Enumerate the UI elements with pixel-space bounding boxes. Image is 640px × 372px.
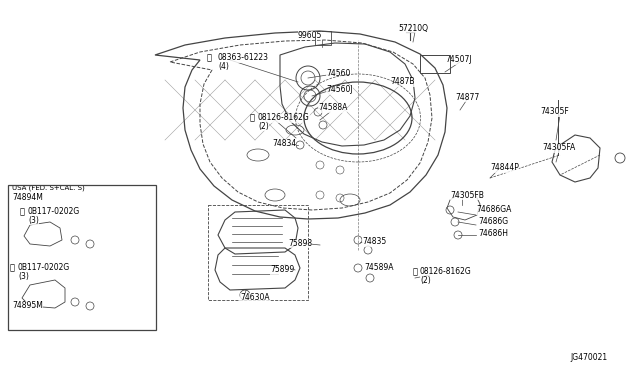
Text: 0B117-0202G: 0B117-0202G [28,208,80,217]
Text: 74305F: 74305F [540,108,569,116]
Text: 74686H: 74686H [478,228,508,237]
Text: (2): (2) [258,122,269,131]
Text: 57210Q: 57210Q [398,23,428,32]
Text: 74835: 74835 [362,237,387,247]
Text: Ⓑ: Ⓑ [413,267,417,276]
Text: 74877: 74877 [455,93,479,102]
Text: USA (FED. S+CAL. S): USA (FED. S+CAL. S) [12,185,84,191]
Bar [315,31,331,45]
Text: 74834: 74834 [272,138,296,148]
Text: 74686GA: 74686GA [476,205,511,215]
Text: (3): (3) [18,272,29,280]
Text: JG470021: JG470021 [570,353,607,362]
Text: 74894M: 74894M [12,193,43,202]
Text: (2): (2) [420,276,431,285]
Text: Ⓢ: Ⓢ [10,263,15,273]
Text: 08363-61223: 08363-61223 [218,54,269,62]
Text: 74686G: 74686G [478,218,508,227]
Text: (4): (4) [218,61,229,71]
Text: 74895M: 74895M [12,301,43,310]
Text: 99605: 99605 [298,31,323,39]
Text: 74589A: 74589A [364,263,394,272]
Text: Ⓢ: Ⓢ [207,54,211,62]
Text: 74560: 74560 [326,68,350,77]
Text: 74305FB: 74305FB [450,190,484,199]
Text: 74630A: 74630A [240,292,269,301]
Text: 75899: 75899 [270,266,294,275]
Text: 74507J: 74507J [445,55,472,64]
Bar [8,185,156,330]
Text: 7487B: 7487B [390,77,415,87]
Text: 08126-8162G: 08126-8162G [258,113,310,122]
Text: 08126-8162G: 08126-8162G [420,267,472,276]
Text: 75898: 75898 [288,238,312,247]
Text: Ⓑ: Ⓑ [250,113,255,122]
Text: 74588A: 74588A [318,103,348,112]
Text: (3): (3) [28,215,39,224]
Text: 74305FA: 74305FA [542,144,575,153]
Text: Ⓢ: Ⓢ [19,208,24,217]
Text: 0B117-0202G: 0B117-0202G [18,263,70,273]
Bar [420,55,450,73]
Text: 74844P: 74844P [490,164,519,173]
Text: 74560J: 74560J [326,86,353,94]
